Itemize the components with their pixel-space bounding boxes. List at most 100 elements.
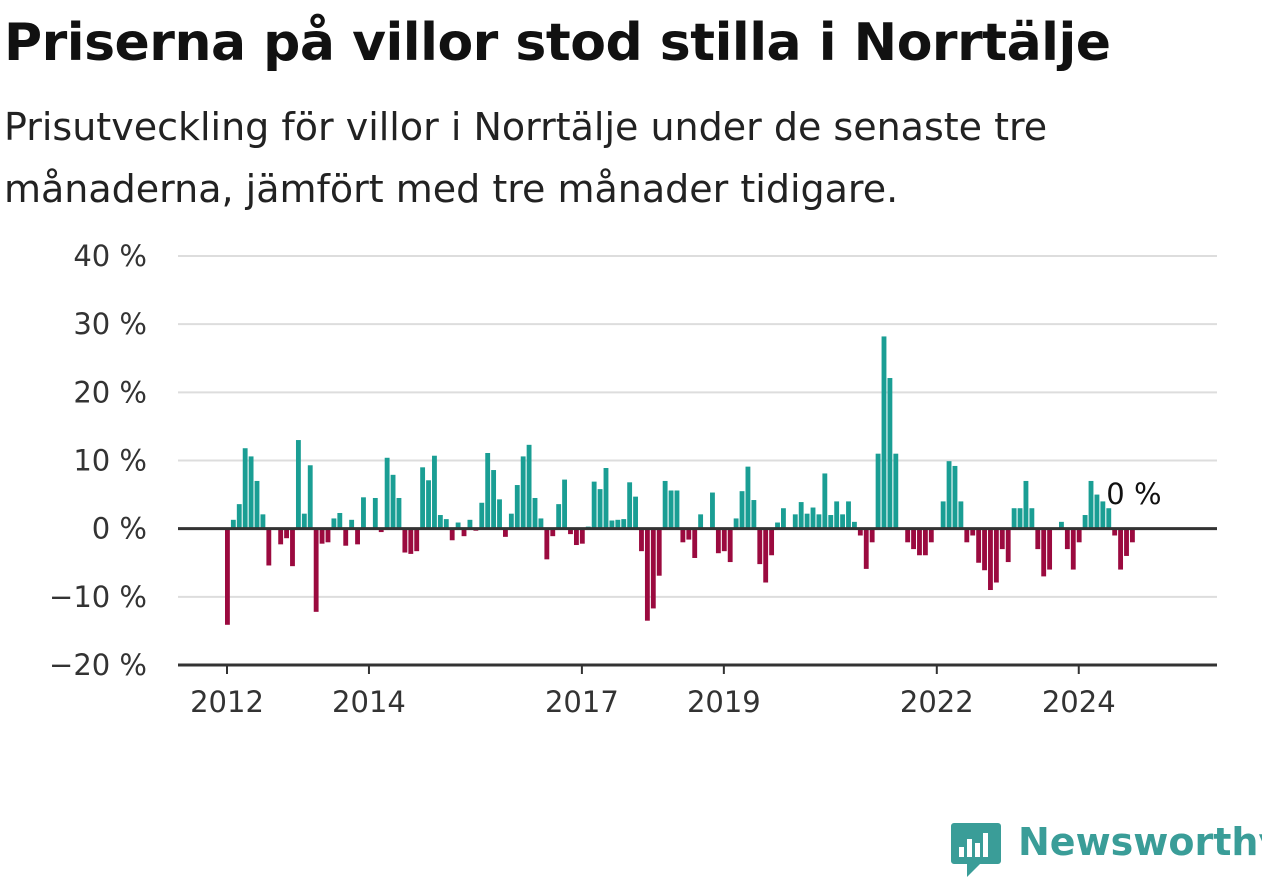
bar-positive <box>1106 508 1112 529</box>
y-tick-label: −20 % <box>49 648 147 682</box>
bar-negative <box>568 528 573 535</box>
bar-negative <box>544 528 550 560</box>
bar-positive <box>739 491 745 529</box>
bar-positive <box>875 453 881 529</box>
bar-positive <box>745 466 751 529</box>
bar-positive <box>467 519 473 529</box>
bar-negative <box>343 528 349 546</box>
bar-positive <box>455 522 461 529</box>
bar-positive <box>295 440 301 529</box>
bar-negative <box>225 528 230 625</box>
bar-positive <box>1094 494 1100 529</box>
bar-positive <box>491 470 497 529</box>
bar-positive <box>556 504 562 529</box>
bar-positive <box>497 499 502 529</box>
bar-positive <box>331 518 337 529</box>
bars <box>225 336 1135 625</box>
x-tick-label: 2014 <box>332 685 406 719</box>
bar-positive <box>1100 501 1106 529</box>
bar-negative <box>313 528 319 612</box>
bar-negative <box>763 528 769 583</box>
bar-positive <box>615 519 621 529</box>
bar-negative <box>999 528 1005 550</box>
y-tick-label: 30 % <box>73 307 147 341</box>
bar-positive <box>952 465 958 529</box>
x-tick-label: 2019 <box>687 685 761 719</box>
bar-positive <box>337 512 343 529</box>
bar-positive <box>242 448 248 529</box>
bar-positive <box>307 465 313 529</box>
bar-negative <box>964 528 970 543</box>
x-tick-label: 2017 <box>545 685 619 719</box>
bar-negative <box>325 528 331 543</box>
gridlines <box>178 255 1217 598</box>
bar-positive <box>887 378 893 529</box>
bar-positive <box>485 453 491 529</box>
bar-negative <box>757 528 763 565</box>
bar-negative <box>644 528 650 621</box>
bar-positive <box>958 501 964 529</box>
bar-positive <box>230 519 236 529</box>
bar-positive <box>775 522 780 529</box>
bar-negative <box>922 528 928 556</box>
bar-positive <box>627 482 633 529</box>
bar-positive <box>396 497 402 529</box>
bar-negative <box>378 528 384 533</box>
bar-positive <box>420 467 426 529</box>
bar-positive <box>508 513 514 529</box>
bar-negative <box>408 528 414 554</box>
bar-negative <box>863 528 869 569</box>
bar-positive <box>1029 508 1035 529</box>
bar-positive <box>1082 515 1088 529</box>
bar-positive <box>254 480 260 529</box>
bar-positive <box>390 474 396 529</box>
bar-negative <box>449 528 455 541</box>
bar-negative <box>503 528 508 537</box>
bar-negative <box>1035 528 1041 550</box>
bar-negative <box>355 528 360 545</box>
bar-positive <box>372 497 378 529</box>
bar-negative <box>1047 528 1053 570</box>
bar-negative <box>692 528 698 558</box>
bar-positive <box>798 502 804 529</box>
bar-positive <box>893 453 899 529</box>
bar-positive <box>668 490 674 529</box>
bar-positive <box>804 513 810 529</box>
bar-negative <box>1112 528 1118 536</box>
bar-positive <box>698 514 704 529</box>
last-value-annotation: 0 % <box>1106 477 1161 511</box>
chart-title: Priserna på villor stod stilla i Norrtäl… <box>4 13 1111 73</box>
bar-positive <box>437 515 443 529</box>
bar-negative <box>993 528 999 583</box>
bar-negative <box>1064 528 1070 550</box>
bar-positive <box>260 514 266 529</box>
bar-positive <box>834 501 840 529</box>
bar-negative <box>266 528 272 566</box>
bar-negative <box>715 528 721 554</box>
bar-negative <box>721 528 727 552</box>
bar-positive <box>361 497 366 529</box>
bar-positive <box>301 513 307 529</box>
bar-negative <box>573 528 579 546</box>
x-tick-label: 2024 <box>1042 685 1116 719</box>
bar-positive <box>792 514 798 529</box>
bar-positive <box>479 502 485 529</box>
bar-negative <box>727 528 733 563</box>
bar-positive <box>810 507 816 529</box>
newsworthy-logo: Newsworthy <box>950 818 1262 878</box>
bar-negative <box>769 528 775 556</box>
y-tick-label: 20 % <box>73 375 147 409</box>
bar-positive <box>443 519 449 529</box>
bar-positive <box>538 518 544 529</box>
bar-negative <box>905 528 911 543</box>
bar-negative <box>917 528 922 556</box>
bar-positive <box>733 518 739 529</box>
bar-positive <box>851 521 857 529</box>
bar-positive <box>674 490 680 529</box>
bar-positive <box>881 336 887 529</box>
bar-positive <box>781 508 786 529</box>
bar-positive <box>520 456 526 529</box>
bar-positive <box>1088 480 1094 529</box>
bar-positive <box>1017 508 1023 529</box>
bar-negative <box>680 528 686 543</box>
